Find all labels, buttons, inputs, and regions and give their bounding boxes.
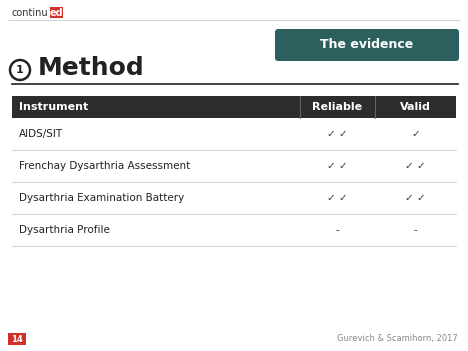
FancyBboxPatch shape [275,29,459,61]
Text: Reliable: Reliable [313,102,363,112]
Bar [12,150,456,182]
FancyBboxPatch shape [50,7,63,18]
Text: -: - [336,225,339,235]
Bar [12,214,456,246]
Text: Instrument: Instrument [19,102,88,112]
Text: Dysarthria Profile: Dysarthria Profile [19,225,110,235]
Text: AIDS/SIT: AIDS/SIT [19,129,63,139]
Bar [12,96,456,118]
Text: Dysarthria Examination Battery: Dysarthria Examination Battery [19,193,184,203]
Text: continu: continu [12,8,49,18]
Text: 1: 1 [16,65,24,75]
Text: -: - [414,225,417,235]
Text: ✓ ✓: ✓ ✓ [405,161,426,171]
Text: ✓ ✓: ✓ ✓ [327,129,348,139]
Text: Frenchay Dysarthria Assessment: Frenchay Dysarthria Assessment [19,161,190,171]
Text: Method: Method [38,56,145,80]
Text: Valid: Valid [400,102,431,112]
Text: Gurevich & Scamihorn, 2017: Gurevich & Scamihorn, 2017 [337,335,458,344]
Text: ✓ ✓: ✓ ✓ [327,161,348,171]
Text: The evidence: The evidence [321,39,414,52]
Bar [12,182,456,214]
Text: ✓ ✓: ✓ ✓ [327,193,348,203]
Bar [8,333,26,345]
Text: ed: ed [50,7,63,18]
Text: ✓: ✓ [411,129,420,139]
Text: ✓ ✓: ✓ ✓ [405,193,426,203]
Text: 14: 14 [11,335,23,344]
Bar [12,118,456,150]
